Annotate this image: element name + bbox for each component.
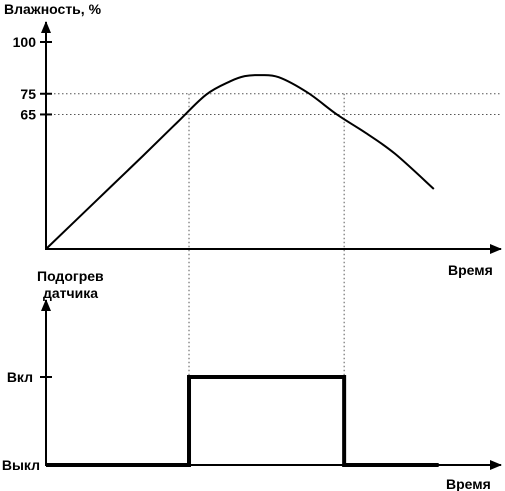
heater-x-axis-label: Время — [446, 476, 491, 491]
humidity-y-tick-label: 75 — [20, 86, 36, 102]
humidity-y-axis-label: Влажность, % — [4, 1, 102, 17]
heater-chart: Подогрев датчика Время Вкл Выкл — [2, 268, 502, 491]
humidity-series-line — [45, 74, 435, 250]
humidity-y-ticks: 100 75 65 — [13, 34, 52, 122]
heater-y-tick-label: Выкл — [2, 457, 40, 473]
humidity-x-axis-label: Время — [448, 262, 493, 278]
heater-y-ticks: Вкл Выкл — [2, 369, 52, 473]
heater-series-line — [46, 375, 439, 467]
humidity-chart: Влажность, % Время 100 75 65 — [4, 1, 502, 377]
heater-y-tick-label: Вкл — [7, 369, 33, 385]
humidity-guide-lines — [46, 93, 500, 377]
humidity-y-tick-label: 65 — [20, 106, 36, 122]
humidity-y-tick-label: 100 — [13, 34, 37, 50]
heater-y-axis-label-line-2: датчика — [43, 285, 98, 301]
heater-y-axis-label-line-1: Подогрев — [37, 268, 104, 284]
